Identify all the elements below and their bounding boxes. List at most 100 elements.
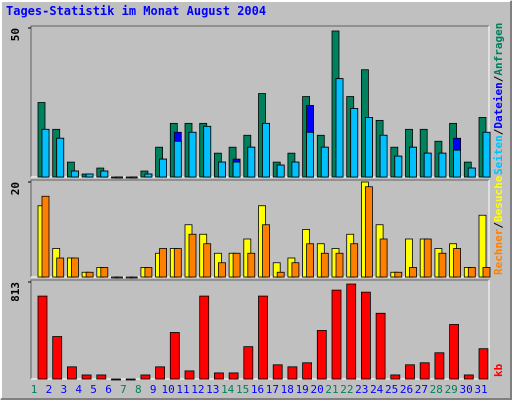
bar	[306, 131, 315, 178]
legend-label: Besuche	[492, 175, 505, 222]
bar	[144, 173, 153, 178]
bar	[56, 137, 65, 178]
bar	[111, 378, 121, 381]
legend-label: kb	[492, 363, 505, 377]
bar	[129, 176, 138, 179]
x-tick-label: 27	[415, 383, 428, 396]
bar	[346, 283, 357, 380]
x-tick-label: 8	[135, 383, 142, 396]
bar	[173, 248, 182, 278]
bar	[482, 267, 491, 278]
x-tick-label: 25	[385, 383, 398, 396]
bar	[247, 146, 256, 178]
bar	[364, 186, 373, 278]
bar	[287, 366, 298, 380]
bar	[232, 161, 241, 178]
chart-title: Tages-Statistik im Monat August 2004	[6, 4, 266, 18]
bar	[56, 257, 65, 278]
bar	[276, 271, 285, 278]
legend-separator: /	[492, 75, 505, 82]
bar	[467, 267, 476, 278]
bar	[449, 324, 460, 380]
bar	[247, 252, 256, 278]
bar	[96, 374, 107, 380]
bar	[463, 374, 474, 380]
bar	[423, 152, 432, 178]
x-tick-label: 7	[120, 383, 127, 396]
x-tick-label: 15	[236, 383, 249, 396]
bar	[438, 252, 447, 278]
bar	[390, 374, 401, 380]
x-tick-label: 14	[221, 383, 235, 396]
bar	[375, 312, 386, 380]
x-tick-label: 28	[430, 383, 443, 396]
bar	[71, 257, 79, 278]
bar	[213, 372, 224, 380]
bar	[85, 173, 94, 178]
bar	[335, 252, 344, 278]
bar	[423, 238, 432, 278]
legend-separator: /	[492, 222, 505, 229]
plot-edge-dark	[30, 279, 489, 379]
bar	[320, 252, 329, 278]
plot-edge-dark	[30, 179, 489, 277]
x-tick-label: 21	[325, 383, 338, 396]
bar	[409, 267, 417, 278]
bar	[379, 238, 388, 278]
bar	[478, 348, 489, 380]
bar	[405, 364, 415, 380]
legend-label: Seiten	[492, 135, 505, 175]
bar	[115, 176, 123, 179]
bar	[81, 374, 92, 380]
legend-label: Anfragen	[492, 23, 505, 76]
x-tick-label: 23	[355, 383, 368, 396]
bar	[85, 271, 94, 278]
x-tick-label: 13	[206, 383, 219, 396]
x-tick-label: 4	[75, 383, 82, 396]
x-tick-label: 1	[31, 383, 38, 396]
x-tick-label: 11	[176, 383, 189, 396]
bar	[67, 366, 77, 380]
bar	[394, 271, 403, 278]
bar	[173, 140, 182, 178]
bar	[140, 374, 151, 380]
bar	[144, 267, 153, 278]
legend-label: Rechner	[492, 228, 505, 275]
bar	[188, 233, 197, 278]
legend-separator: /	[492, 128, 505, 135]
x-tick-label: 2	[46, 383, 53, 396]
bar	[199, 295, 210, 380]
x-tick-label: 10	[161, 383, 174, 396]
bar	[291, 161, 300, 178]
bar	[184, 370, 195, 380]
bar	[453, 248, 462, 278]
bar	[438, 152, 447, 178]
bar	[159, 248, 168, 278]
bar	[320, 146, 329, 178]
bar	[262, 224, 270, 278]
bar	[155, 366, 166, 380]
x-tick-label: 12	[191, 383, 204, 396]
x-tick-label: 5	[90, 383, 97, 396]
plot-edge-light	[31, 280, 490, 380]
bar	[52, 336, 63, 380]
bar	[169, 332, 180, 380]
x-tick-label: 20	[310, 383, 323, 396]
bar	[232, 252, 241, 278]
bar	[306, 243, 315, 278]
bar	[364, 117, 373, 178]
bar	[41, 128, 50, 178]
bar	[291, 262, 300, 278]
bar	[478, 214, 487, 278]
bar	[228, 372, 239, 380]
bar	[482, 131, 491, 178]
bar	[217, 161, 226, 178]
bar	[115, 276, 123, 279]
bar	[203, 125, 212, 178]
bar	[272, 262, 281, 278]
x-tick-label: 30	[459, 383, 472, 396]
bar	[405, 238, 413, 278]
